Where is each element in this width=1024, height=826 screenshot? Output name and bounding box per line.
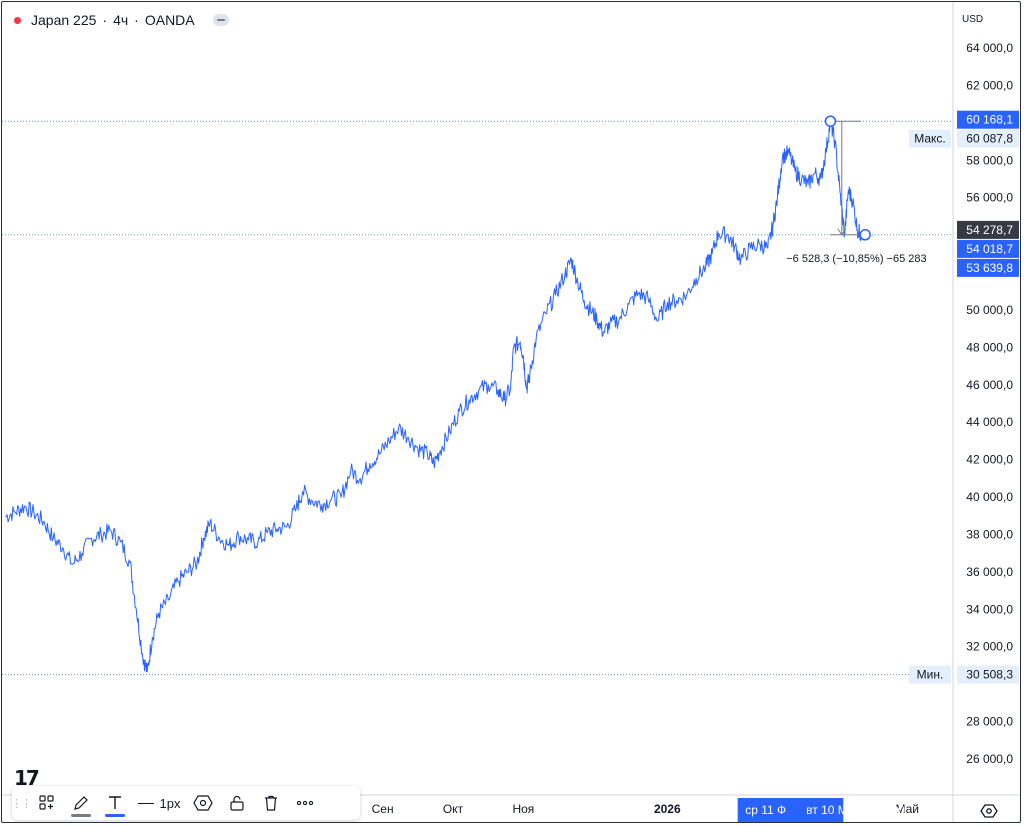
crosshair-time-text: ср 11 Ф bbox=[745, 803, 786, 817]
y-tick-label: 34 000,0 bbox=[966, 602, 1013, 616]
drawing-toolbar: ⋮⋮ 1px bbox=[11, 786, 360, 820]
y-tick-label: 50 000,0 bbox=[966, 303, 1013, 317]
symbol-legend[interactable]: Japan 225 · 4ч · OANDA bbox=[14, 10, 229, 30]
interval-label[interactable]: 4ч bbox=[113, 12, 129, 28]
x-tick-label: Май bbox=[895, 802, 919, 816]
line-width-sample bbox=[137, 802, 154, 804]
market-status-dot bbox=[14, 16, 21, 24]
y-tick-label: 48 000,0 bbox=[966, 340, 1013, 354]
text-color-button[interactable] bbox=[98, 788, 132, 818]
crosshair-time-text: 12:00 bbox=[875, 803, 905, 817]
legend-separator: · bbox=[134, 12, 139, 28]
y-tick-label: 64 000,0 bbox=[966, 41, 1013, 55]
trash-icon bbox=[265, 795, 277, 811]
measure-result-label: −6 528,3 (−10,85%) −65 283 bbox=[786, 253, 926, 265]
chart-settings-button[interactable] bbox=[978, 800, 1000, 822]
line-color-button[interactable] bbox=[64, 788, 98, 818]
x-tick-label: 2026 bbox=[654, 802, 681, 816]
price-axis-label bbox=[957, 129, 1019, 148]
lock-button[interactable] bbox=[220, 788, 254, 818]
line-width-button[interactable]: 1px bbox=[132, 788, 186, 818]
line-width-label: 1px bbox=[159, 795, 181, 811]
text-icon bbox=[109, 796, 121, 809]
templates-icon bbox=[39, 795, 54, 810]
price-line-series bbox=[5, 118, 862, 673]
x-tick-label: Сен bbox=[372, 802, 394, 816]
symbol-name[interactable]: Japan 225 bbox=[31, 12, 97, 28]
measure-start-handle bbox=[824, 115, 837, 127]
y-tick-label: 28 000,0 bbox=[966, 715, 1013, 729]
source-label[interactable]: OANDA bbox=[144, 12, 195, 28]
y-tick-label: 36 000,0 bbox=[966, 565, 1013, 579]
delete-button[interactable] bbox=[254, 788, 288, 818]
extreme-tag bbox=[909, 665, 951, 684]
y-tick-label: 40 000,0 bbox=[966, 490, 1013, 504]
y-tick-label: 44 000,0 bbox=[966, 415, 1013, 429]
price-axis-label bbox=[957, 220, 1019, 239]
price-axis-label bbox=[957, 258, 1019, 277]
line-color-swatch bbox=[71, 814, 91, 817]
y-tick-label: 62 000,0 bbox=[966, 78, 1013, 92]
unlock-icon bbox=[230, 795, 244, 811]
crosshair-time-text: вт 10 Мар bbox=[806, 803, 861, 817]
y-tick-label: 38 000,0 bbox=[966, 527, 1013, 541]
crosshair-time-label bbox=[737, 798, 844, 822]
price-axis-label bbox=[957, 110, 1019, 129]
y-tick-label: 32 000,0 bbox=[966, 640, 1013, 654]
y-tick-label: 42 000,0 bbox=[966, 453, 1013, 467]
y-tick-label: 56 000,0 bbox=[966, 191, 1013, 205]
x-tick-label: Окт bbox=[443, 802, 464, 816]
measure-end-handle bbox=[859, 229, 871, 241]
extreme-tag-text: Макс. bbox=[914, 132, 946, 146]
settings-button[interactable] bbox=[186, 788, 220, 818]
collapse-legend-icon[interactable] bbox=[212, 14, 229, 26]
more-icon bbox=[296, 800, 314, 806]
legend-separator: · bbox=[102, 12, 108, 28]
y-tick-label: 26 000,0 bbox=[966, 752, 1013, 766]
x-tick-label: Ноя bbox=[512, 802, 534, 816]
extreme-tag-text: Мин. bbox=[917, 668, 944, 682]
extreme-tag bbox=[909, 129, 951, 148]
more-button[interactable] bbox=[288, 788, 322, 818]
price-axis-label-text: 60 168,1 bbox=[966, 113, 1013, 127]
price-axis-label-text: 30 508,3 bbox=[966, 668, 1013, 682]
gear-icon bbox=[980, 804, 998, 818]
templates-button[interactable] bbox=[30, 788, 64, 818]
y-tick-label: 46 000,0 bbox=[966, 378, 1013, 392]
drag-handle-icon[interactable]: ⋮⋮ bbox=[11, 797, 32, 810]
pencil-icon bbox=[74, 796, 88, 810]
measure-arrow-icon bbox=[837, 228, 847, 236]
hexagon-settings-icon bbox=[193, 795, 213, 811]
price-axis-label bbox=[957, 239, 1019, 258]
y-tick-label: 58 000,0 bbox=[966, 153, 1013, 167]
price-axis-label-text: 54 018,7 bbox=[966, 242, 1013, 256]
price-axis-label-text: 54 278,7 bbox=[966, 223, 1013, 237]
text-color-swatch bbox=[105, 814, 125, 817]
price-axis-label-text: 53 639,8 bbox=[966, 261, 1013, 275]
currency-selector[interactable]: USD bbox=[962, 13, 984, 25]
price-axis-label bbox=[957, 665, 1019, 684]
price-axis-label-text: 60 087,8 bbox=[966, 132, 1013, 146]
